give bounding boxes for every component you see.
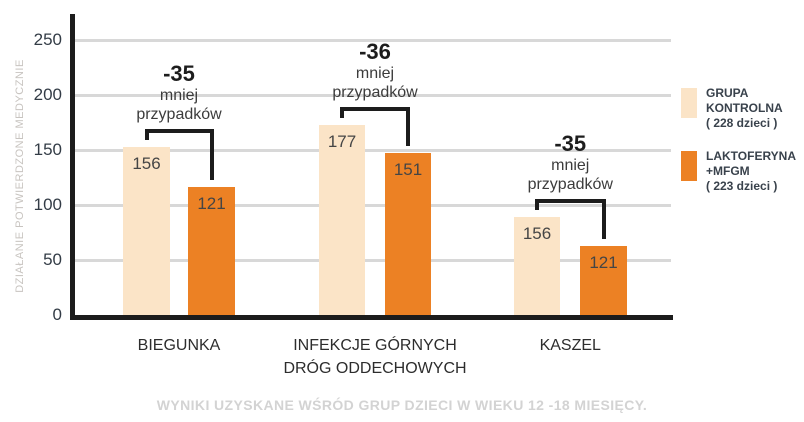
y-tick-label-50: 50 [43, 250, 62, 269]
category-label-line: DRÓG ODDECHOWYCH [283, 360, 467, 377]
y-tick-label-150: 150 [33, 140, 62, 159]
annotation-line: przypadków [527, 176, 613, 194]
bar-value-label: 121 [197, 194, 226, 214]
category-label-line: BIEGUNKA [137, 337, 221, 354]
bracket-horizontal [144, 128, 214, 133]
category-label-0: BIEGUNKA [64, 334, 294, 357]
category-label-line: INFEKCJE GÓRNYCH [293, 337, 457, 354]
bar-grupa-kontrolna-2 [514, 217, 560, 316]
annotation-group-0: -35 mniej przypadków [99, 61, 259, 124]
annotation-line: przypadków [136, 105, 222, 123]
annotation-group-1: -36 mniej przypadków [295, 39, 455, 102]
annotation-group-2: -35 mniej przypadków [490, 131, 650, 194]
legend-label-line: GRUPA [706, 86, 749, 100]
legend-item-laktoferyna-mfgm: LAKTOFERYNA +MFGM ( 223 dzieci ) [681, 149, 796, 194]
category-label-1: INFEKCJE GÓRNYCH DRÓG ODDECHOWYCH [260, 334, 490, 380]
legend-label-line: ( 223 dzieci ) [706, 179, 778, 193]
legend-swatch-laktoferyna-mfgm [681, 151, 697, 181]
legend-swatch-grupa-kontrolna [681, 88, 697, 118]
bracket-right-stub [209, 128, 214, 181]
y-tick-label-250: 250 [33, 30, 62, 49]
y-tick-label-100: 100 [33, 195, 62, 214]
bar-value-label: 156 [522, 224, 552, 244]
legend-label-line: ( 228 dzieci ) [706, 116, 778, 130]
bracket-horizontal [340, 106, 410, 111]
category-label-line: KASZEL [539, 337, 601, 354]
category-label-2: KASZEL [455, 334, 685, 357]
chart-caption: WYNIKI UZYSKANE WŚRÓD GRUP DZIECI W WIEK… [156, 397, 648, 413]
legend-label-line: +MFGM [706, 164, 750, 178]
bracket-right-stub [601, 199, 606, 239]
annotation-line: mniej [551, 157, 590, 175]
legend-item-grupa-kontrolna: GRUPA KONTROLNA ( 228 dzieci ) [681, 86, 783, 131]
bar-grupa-kontrolna-1 [319, 124, 365, 316]
bracket-left-stub [535, 199, 539, 211]
y-axis-line [70, 14, 75, 320]
annotation-delta: -36 [359, 38, 391, 64]
x-axis-line [70, 315, 673, 320]
bar-value-label: 177 [327, 131, 357, 151]
bar-value-label: 121 [589, 252, 618, 272]
bar-grupa-kontrolna-0 [123, 146, 170, 316]
bar-laktoferyna-mfgm-0 [188, 187, 235, 316]
annotation-line: mniej [355, 64, 395, 82]
legend-label-line: LAKTOFERYNA [706, 149, 796, 163]
legend-label-line: KONTROLNA [706, 101, 783, 115]
gridline-200 [73, 94, 671, 97]
y-tick-label-200: 200 [33, 85, 62, 104]
bar-laktoferyna-mfgm-2 [580, 245, 627, 316]
gridline-150 [73, 149, 671, 152]
annotation-delta: -35 [554, 131, 587, 157]
annotation-line: mniej [159, 86, 199, 104]
annotation-line: przypadków [332, 83, 418, 101]
y-tick-label-0: 0 [52, 305, 62, 324]
gridline-50 [73, 259, 671, 262]
bracket-left-stub [340, 106, 344, 118]
bracket-horizontal [535, 199, 606, 204]
bar-value-label: 151 [393, 160, 423, 180]
bracket-left-stub [144, 128, 149, 140]
annotation-delta: -35 [163, 60, 195, 86]
bar-value-label: 156 [132, 153, 161, 173]
bracket-right-stub [406, 106, 410, 147]
bar-laktoferyna-mfgm-1 [385, 153, 431, 316]
gridline-250 [73, 39, 671, 42]
gridline-100 [73, 204, 671, 207]
